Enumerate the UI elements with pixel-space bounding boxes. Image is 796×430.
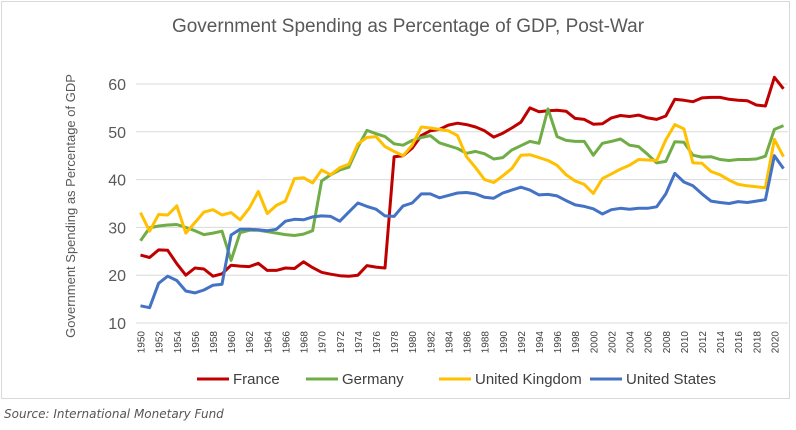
series-line-united-kingdom <box>139 123 785 235</box>
y-tick-label: 10 <box>108 316 126 333</box>
x-tick-label: 2010 <box>680 331 691 354</box>
chart-title: Government Spending as Percentage of GDP… <box>172 16 645 37</box>
x-tick-label: 1962 <box>245 331 256 354</box>
x-tick-label: 1988 <box>481 331 492 354</box>
x-tick-label: 2014 <box>716 331 727 354</box>
x-tick-label: 1978 <box>390 331 401 354</box>
x-tick-label: 1964 <box>263 331 274 354</box>
x-tick-label: 1990 <box>499 331 510 354</box>
x-tick-label: 1974 <box>354 331 365 354</box>
x-tick-label: 1996 <box>553 331 564 354</box>
source-note: Source: International Monetary Fund <box>4 407 224 421</box>
x-tick-label: 2020 <box>770 331 781 354</box>
y-tick-label: 30 <box>108 220 126 237</box>
legend-label: France <box>233 371 280 388</box>
x-tick-label: 1976 <box>372 331 383 354</box>
chart-frame: Government Spending as Percentage of GDP… <box>1 1 790 399</box>
x-tick-label: 2016 <box>734 331 745 354</box>
x-tick-label: 1982 <box>426 331 437 354</box>
x-tick-label: 2012 <box>698 331 709 354</box>
legend-label: Germany <box>342 371 404 388</box>
x-tick-label: 1970 <box>318 331 329 354</box>
legend-label: United States <box>626 371 716 388</box>
x-tick-label: 2018 <box>752 331 763 354</box>
x-tick-label: 1954 <box>173 331 184 354</box>
y-axis-ticks: 10 20 30 40 50 60 <box>108 77 126 333</box>
x-tick-label: 2000 <box>589 331 600 354</box>
x-tick-label: 1960 <box>227 331 238 354</box>
x-tick-label: 1966 <box>281 331 292 354</box>
x-tick-label: 1968 <box>300 331 311 354</box>
gridlines <box>136 83 788 324</box>
y-tick-label: 50 <box>108 125 126 142</box>
x-axis-ticks: 1950 1952 1954 1956 1958 1960 1962 1964 1966 1968… <box>137 331 782 354</box>
y-axis-label: Government Spending as Percentage of GDP <box>63 74 78 338</box>
x-tick-label: 1992 <box>517 331 528 354</box>
legend: France Germany United Kingdom United States <box>197 371 716 388</box>
x-tick-label: 1984 <box>444 331 455 354</box>
x-tick-label: 1994 <box>535 331 546 354</box>
y-tick-label: 20 <box>108 268 126 285</box>
y-tick-label: 60 <box>108 77 126 94</box>
x-tick-label: 1986 <box>463 331 474 354</box>
x-tick-label: 2008 <box>662 331 673 354</box>
series-line-france <box>140 75 785 278</box>
line-chart: Government Spending as Percentage of GDP… <box>63 16 788 388</box>
x-tick-label: 1972 <box>336 331 347 354</box>
x-tick-label: 1952 <box>155 331 166 354</box>
x-tick-label: 2006 <box>644 331 655 354</box>
x-tick-label: 2004 <box>626 331 637 354</box>
x-tick-label: 1958 <box>209 331 220 354</box>
x-tick-label: 1950 <box>137 331 148 354</box>
x-tick-label: 1956 <box>191 331 202 354</box>
legend-label: United Kingdom <box>475 371 582 388</box>
x-tick-label: 1998 <box>571 331 582 354</box>
x-tick-label: 1980 <box>408 331 419 354</box>
x-tick-label: 2002 <box>607 331 618 354</box>
series-lines <box>139 75 785 310</box>
series-line-united-states <box>140 154 785 310</box>
y-tick-label: 40 <box>108 173 126 190</box>
